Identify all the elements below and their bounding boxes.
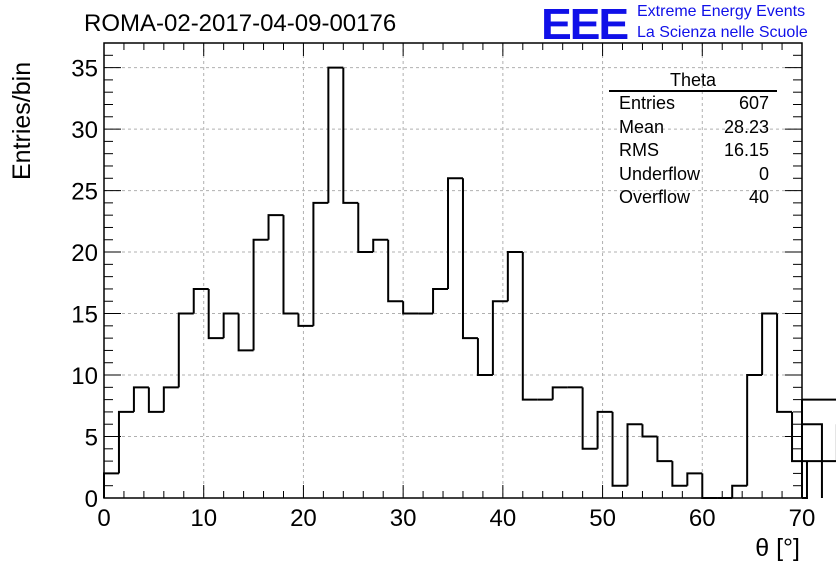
histogram-bin: [551, 386, 568, 400]
histogram-bin: [776, 313, 793, 413]
histogram-bin: [372, 238, 389, 253]
histogram-bin: [312, 201, 329, 326]
histogram-bin: [447, 177, 463, 289]
x-tick-label: 60: [689, 505, 716, 532]
stat-value: 40: [748, 187, 769, 207]
histogram-bin: [746, 374, 763, 486]
stat-value: 16.15: [723, 140, 769, 160]
histogram-bin: [596, 410, 613, 449]
histogram-bin: [342, 67, 359, 204]
y-tick-label: 10: [71, 363, 98, 390]
histogram-bin: [237, 313, 254, 352]
x-tick-label: 30: [390, 505, 417, 532]
x-axis-label: θ [°]: [755, 534, 800, 562]
histogram-bin: [132, 386, 149, 412]
histogram-bin: [267, 214, 284, 240]
stat-label: Underflow: [619, 163, 701, 184]
run-title: ROMA-02-2017-04-09-00176: [84, 10, 397, 37]
histogram-bin: [432, 287, 449, 314]
histogram-bin: [162, 386, 179, 412]
y-tick-label: 20: [71, 240, 98, 267]
histogram-bin: [581, 387, 598, 450]
stat-value: 0: [758, 163, 769, 184]
stat-label: Mean: [619, 116, 665, 137]
histogram-bin: [611, 411, 628, 487]
histogram-bin: [671, 461, 688, 487]
x-tick-label: 0: [97, 505, 110, 532]
histogram-bin: [701, 473, 718, 499]
plot-frame: [103, 42, 803, 499]
stat-row-mean: Mean 28.23: [609, 116, 777, 140]
stats-box: Theta Entries 607 Mean 28.23 RMS 16.15 U…: [609, 70, 777, 210]
histogram-bin: [506, 251, 523, 302]
stat-row-underflow: Underflow 0: [609, 163, 777, 187]
histogram-bin: [177, 312, 194, 388]
histogram-bin: [491, 300, 508, 376]
histogram-bin: [387, 239, 404, 303]
histogram-bin: [656, 436, 673, 463]
stat-label: Overflow: [619, 187, 691, 207]
histogram-bin: [402, 301, 419, 315]
stat-row-entries: Entries 607: [609, 92, 777, 116]
y-tick-label: 30: [71, 117, 98, 144]
histogram-bin: [802, 423, 823, 498]
histogram-bin: [222, 312, 239, 339]
eee-logo: EEE: [540, 0, 629, 49]
y-tick-label: 5: [85, 425, 98, 452]
y-tick-label: 25: [71, 179, 98, 206]
x-tick-label: 20: [290, 505, 317, 532]
histogram-bin: [802, 461, 808, 499]
histogram-bin: [641, 424, 658, 438]
x-tick-label: 50: [589, 505, 616, 532]
histogram-bin: [802, 424, 836, 463]
stat-value: 607: [738, 93, 769, 113]
histogram-bin: [686, 472, 703, 486]
histogram-bin: [252, 238, 269, 351]
stat-label: Entries: [619, 93, 676, 113]
histogram-bin: [117, 410, 134, 474]
histogram-bin: [791, 411, 802, 463]
histogram-bin: [297, 313, 314, 327]
y-axis-label: Entries/bin: [8, 61, 36, 180]
y-tick-label: 0: [85, 486, 98, 513]
histogram-bin: [521, 252, 538, 401]
histogram-bin: [731, 484, 748, 498]
histogram-bin: [192, 287, 209, 314]
logo-line-2: La Scienza nelle Scuole: [637, 24, 808, 41]
x-tick-label: 70: [789, 505, 816, 532]
histogram-bin: [207, 288, 224, 340]
x-tick-label: 40: [490, 505, 517, 532]
histogram-bin: [626, 423, 643, 486]
stats-title: Theta: [609, 70, 777, 92]
x-tick-label: 10: [190, 505, 217, 532]
histogram-bin: [761, 312, 778, 376]
stat-row-rms: RMS 16.15: [609, 139, 777, 163]
y-tick-label: 15: [71, 302, 98, 329]
histogram-bin: [476, 338, 493, 377]
stat-value: 28.23: [723, 116, 769, 137]
histogram-bin: [461, 178, 478, 340]
histogram-bin: [802, 398, 836, 401]
stat-label: RMS: [619, 140, 659, 160]
histogram-bin: [282, 215, 299, 315]
histogram-bin: [147, 387, 164, 413]
histogram-bin: [327, 66, 344, 203]
stat-row-overflow: Overflow 40: [609, 186, 777, 210]
logo-line-1: Extreme Energy Events: [637, 3, 806, 20]
y-tick-label: 35: [71, 56, 98, 83]
histogram-bin: [357, 202, 374, 254]
